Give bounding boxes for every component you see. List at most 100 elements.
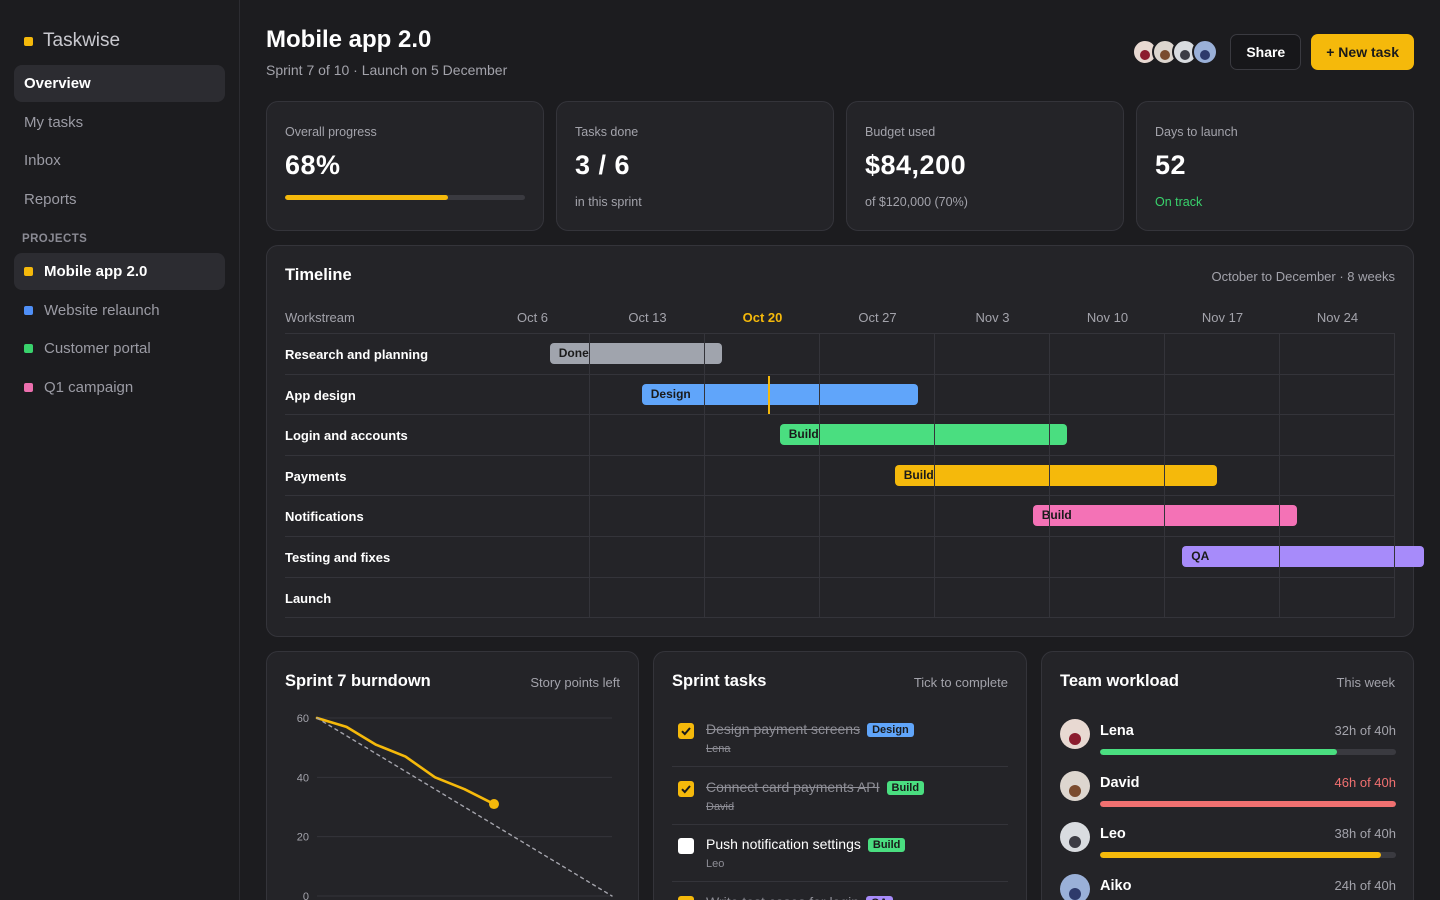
project-item-mobile-app[interactable]: Mobile app 2.0 (14, 253, 225, 290)
brand[interactable]: Taskwise (14, 0, 225, 82)
gantt-bar-build[interactable]: Build (1032, 505, 1298, 527)
task-checkbox[interactable] (678, 895, 694, 900)
week-gridline (819, 334, 820, 618)
stat-card-days-to-launch: Days to launch 52 On track (1136, 101, 1414, 231)
task-checkbox[interactable] (678, 780, 694, 797)
avatar-head (1069, 784, 1081, 797)
stat-label: Overall progress (285, 125, 377, 139)
timeline-row-app-design: App design Design (285, 375, 1395, 416)
progress-bar (285, 195, 525, 200)
gantt-bar-qa[interactable]: QA (1182, 545, 1424, 567)
burndown-chart: 0 20 40 60 (297, 713, 613, 900)
timeline-range: October to December · 8 weeks (1211, 269, 1395, 284)
workload-bar (1100, 852, 1396, 858)
main-content: Mobile app 2.0 Sprint 7 of 10 · Launch o… (266, 0, 1424, 900)
week-label-oct-20: Oct 20 (742, 310, 783, 325)
timeline-row-notifications: Notifications Build (285, 496, 1395, 537)
task-row[interactable]: Connect card payments API Build David (672, 767, 1008, 825)
timeline-title: Timeline (285, 266, 352, 284)
workload-bar (1100, 749, 1396, 755)
timeline-row-login-and-accounts: Login and accounts Build (285, 415, 1395, 456)
member-hours: 38h of 40h (1334, 826, 1396, 841)
stat-sub: of $120,000 (70%) (865, 195, 968, 209)
member-hours: 32h of 40h (1334, 723, 1396, 738)
week-label-oct-27: Oct 27 (858, 310, 897, 325)
status-on-track: On track (1155, 195, 1203, 209)
avatar-head (1069, 836, 1081, 848)
gantt-bar-build[interactable]: Build (894, 464, 1217, 486)
share-button[interactable]: Share (1230, 34, 1302, 70)
y-tick-label: 40 (297, 772, 309, 784)
avatar[interactable] (1192, 39, 1219, 65)
timeline-header-row: Workstream Oct 6 Oct 13 Oct 20 Oct 27 Nov 3 N… (285, 302, 1395, 334)
project-item-website-relaunch[interactable]: Website relaunch (14, 292, 225, 329)
stat-label: Budget used (865, 125, 936, 139)
task-checkbox[interactable] (678, 723, 694, 739)
new-task-button[interactable]: + New task (1311, 34, 1414, 70)
avatar-head (1180, 50, 1191, 60)
actual-burndown-line (315, 716, 496, 806)
workstream-label: Login and accounts (285, 428, 408, 444)
task-name: Connect card payments API Build (706, 778, 925, 795)
task-row[interactable]: Write test cases for login QA (672, 882, 1008, 900)
workload-row-lena: Lena 32h of 40h (1060, 719, 1396, 771)
avatar[interactable] (1060, 770, 1090, 801)
week-label-oct-6: Oct 6 (516, 310, 549, 325)
task-checkbox[interactable] (678, 838, 694, 854)
gantt-bar-done[interactable]: Done (549, 343, 723, 364)
member-hours: 24h of 40h (1334, 877, 1396, 893)
stat-value: 3 / 6 (575, 150, 631, 180)
stat-label: Days to launch (1155, 125, 1238, 139)
timeline-row-payments: Payments Build (285, 456, 1395, 497)
timeline-row-launch: Launch (285, 578, 1395, 619)
avatar-head (1069, 887, 1081, 900)
burndown-point (489, 799, 499, 810)
project-color-dot (24, 344, 33, 353)
gantt-bar-build[interactable]: Build (779, 424, 1068, 446)
task-row[interactable]: Design payment screens Design Lena (672, 709, 1008, 767)
stat-value: $84,200 (865, 150, 967, 180)
nav-item-reports[interactable]: Reports (14, 181, 225, 218)
nav-item-overview[interactable]: Overview (14, 65, 225, 102)
nav-item-my-tasks[interactable]: My tasks (14, 104, 225, 141)
workload-row-aiko: Aiko 24h of 40h (1060, 873, 1396, 900)
stat-card-progress: Overall progress 68% (266, 101, 544, 231)
task-row[interactable]: Push notification settings Build Leo (672, 824, 1008, 882)
week-label-nov-24: Nov 24 (1316, 310, 1359, 325)
task-title: Push notification settings (706, 836, 861, 852)
task-title: Connect card payments API (706, 778, 880, 795)
avatar-head (1140, 50, 1151, 60)
y-tick-label: 0 (303, 891, 309, 900)
check-icon (681, 727, 691, 736)
avatar[interactable] (1060, 719, 1090, 749)
team-workload-card: Team workload This week Lena 32h of 40h Da… (1041, 651, 1414, 900)
project-label: Customer portal (44, 340, 151, 357)
project-label: Mobile app 2.0 (44, 263, 148, 280)
burndown-meta: Story points left (530, 675, 620, 690)
timeline-row-testing-and-fixes: Testing and fixes QA (285, 537, 1424, 578)
workload-row-leo: Leo 38h of 40h (1060, 822, 1396, 874)
task-assignee: Lena (706, 743, 731, 755)
progress-bar-fill (285, 195, 449, 200)
task-tag: Build (867, 838, 906, 852)
project-item-customer-portal[interactable]: Customer portal (14, 330, 225, 367)
team-avatars[interactable] (1132, 39, 1219, 65)
team-workload-title: Team workload (1060, 672, 1179, 690)
member-name: David (1100, 774, 1140, 791)
avatar[interactable] (1060, 822, 1090, 852)
task-name: Push notification settings Build (706, 836, 906, 852)
avatar-head (1200, 50, 1211, 60)
today-marker (768, 375, 771, 415)
week-label-nov-17: Nov 17 (1201, 310, 1244, 325)
avatar[interactable] (1060, 873, 1090, 900)
burndown-card: Sprint 7 burndown Story points left 0 20 4… (266, 651, 639, 900)
week-label-nov-3: Nov 3 (975, 310, 1010, 325)
week-gridline (589, 334, 590, 618)
workstream-label: Launch (285, 590, 332, 606)
timeline-row-research-and-planning: Research and planning Done (285, 334, 1395, 375)
workstream-label: Payments (285, 468, 347, 484)
gantt-bar-design[interactable]: Design (641, 383, 918, 405)
task-tag: Design (867, 723, 914, 737)
nav-item-inbox[interactable]: Inbox (14, 142, 225, 179)
project-item-q1-campaign[interactable]: Q1 campaign (14, 369, 225, 406)
